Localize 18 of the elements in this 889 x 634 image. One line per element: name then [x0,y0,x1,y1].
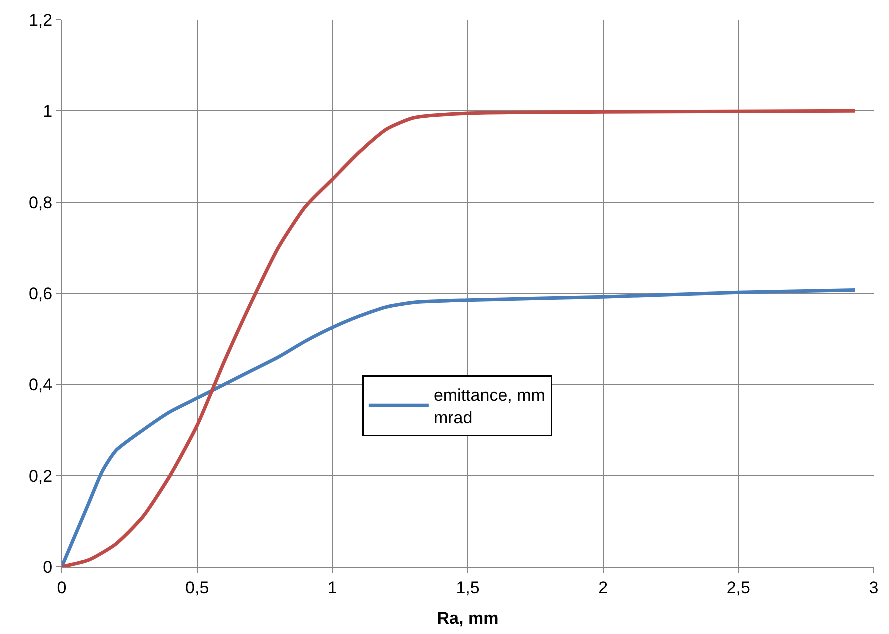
y-tick-label: 0,6 [28,284,53,304]
y-tick-label: 0 [43,558,53,577]
y-tick-label: 0,2 [28,466,53,486]
line-series [62,288,857,567]
x-tick-label: 0,5 [186,578,210,598]
x-axis-title: Ra, mm [437,608,499,628]
y-tick-label: 1 [43,102,53,122]
y-tick-label: 1,2 [28,10,53,30]
legend-label: emittance, mm mrad [434,386,546,428]
y-tick-label: 0,8 [28,193,53,212]
x-tick-label: 2,5 [726,578,750,598]
x-tick-label: 1 [328,578,338,598]
y-tick-label: 0,4 [28,376,53,395]
x-tick-label: 3 [869,578,879,598]
line-series [62,109,857,567]
x-tick-label: 0 [57,578,67,598]
x-tick-label: 1,5 [456,578,480,598]
x-tick-label: 2 [598,578,608,598]
